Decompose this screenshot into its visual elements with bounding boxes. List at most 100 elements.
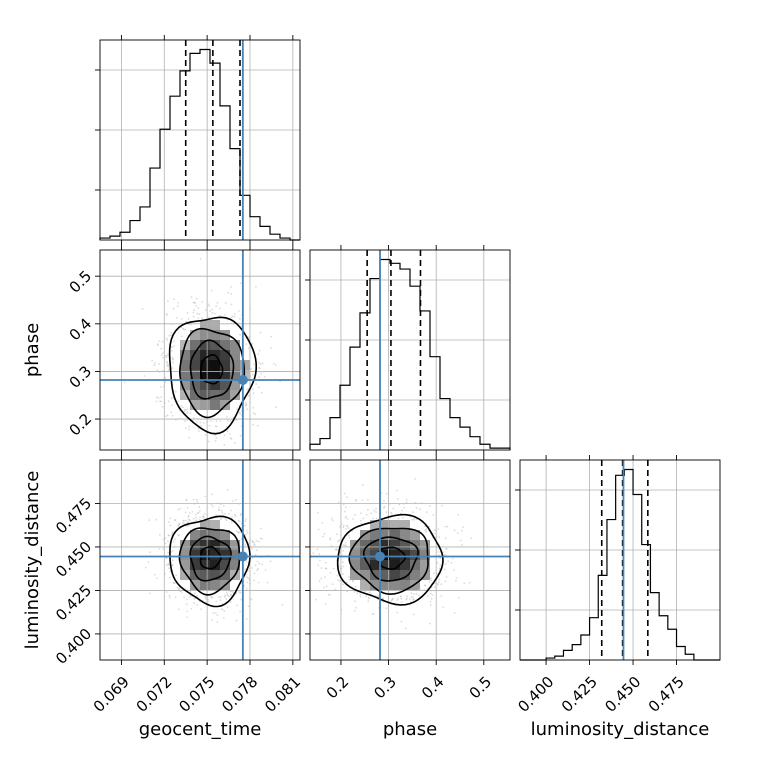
scatter-point — [184, 328, 187, 331]
scatter-point — [238, 503, 241, 505]
scatter-point — [225, 597, 228, 600]
scatter-point — [434, 586, 436, 588]
scatter-point — [257, 581, 260, 584]
density-cells — [180, 320, 250, 410]
scatter-point — [191, 511, 194, 513]
scatter-point — [438, 567, 441, 570]
scatter-point — [353, 610, 356, 612]
density-cell — [210, 330, 220, 340]
scatter-point — [204, 309, 207, 311]
scatter-point — [460, 529, 463, 532]
scatter-point — [247, 394, 250, 397]
scatter-point — [172, 559, 174, 562]
density-cell — [370, 520, 380, 530]
scatter-point — [214, 612, 217, 614]
scatter-point — [392, 507, 395, 510]
scatter-point — [246, 388, 249, 391]
scatter-point — [168, 576, 171, 579]
scatter-point — [321, 522, 324, 524]
scatter-point — [195, 498, 198, 501]
scatter-point — [224, 314, 227, 316]
scatter-point — [183, 596, 186, 599]
scatter-point — [412, 613, 415, 616]
density-cell — [410, 560, 420, 570]
scatter-point — [424, 584, 426, 587]
density-cell — [180, 390, 190, 400]
scatter-point — [228, 513, 230, 515]
scatter-point — [343, 492, 346, 495]
density-cell — [210, 380, 220, 390]
scatter-point — [338, 539, 341, 542]
scatter-point — [251, 342, 254, 345]
scatter-point — [391, 597, 394, 600]
density-cell — [210, 370, 220, 380]
scatter-point — [318, 553, 321, 555]
scatter-layer — [124, 250, 473, 630]
scatter-point — [219, 420, 222, 422]
scatter-point — [183, 522, 186, 525]
scatter-point — [249, 382, 252, 385]
scatter-point — [253, 579, 255, 582]
scatter-point — [210, 493, 213, 496]
scatter-point — [231, 590, 234, 593]
scatter-point — [238, 310, 240, 312]
scatter-point — [329, 594, 332, 596]
scatter-point — [361, 483, 364, 486]
scatter-point — [168, 334, 171, 337]
scatter-point — [172, 581, 175, 584]
scatter-point — [245, 560, 248, 563]
scatter-point — [178, 534, 181, 537]
scatter-point — [155, 400, 158, 403]
density-cell — [390, 570, 400, 580]
scatter-point — [455, 580, 457, 582]
scatter-point — [235, 499, 237, 501]
scatter-point — [158, 340, 160, 343]
scatter-point — [198, 518, 201, 521]
scatter-point — [252, 412, 255, 414]
scatter-point — [333, 588, 336, 591]
scatter-point — [182, 519, 185, 522]
scatter-point — [227, 419, 229, 422]
scatter-point — [345, 528, 347, 530]
scatter-point — [205, 598, 207, 600]
scatter-point — [338, 565, 341, 568]
density-cell — [390, 560, 400, 570]
scatter-point — [162, 385, 165, 388]
density-cell — [200, 340, 210, 350]
scatter-point — [230, 590, 232, 593]
scatter-point — [165, 313, 168, 315]
scatter-point — [435, 536, 437, 539]
scatter-point — [215, 420, 218, 422]
scatter-point — [209, 420, 212, 422]
scatter-point — [463, 582, 466, 585]
density-cell — [230, 380, 240, 390]
scatter-point — [249, 582, 252, 585]
scatter-point — [156, 343, 159, 346]
scatter-point — [396, 599, 399, 601]
scatter-point — [367, 600, 370, 603]
scatter-point — [256, 560, 259, 563]
density-cell — [220, 540, 230, 550]
scatter-point — [151, 359, 154, 362]
scatter-point — [252, 388, 254, 390]
scatter-point — [160, 400, 162, 403]
scatter-point — [158, 370, 161, 373]
scatter-point — [453, 612, 456, 614]
scatter-point — [167, 540, 169, 543]
x-tick-label: 0.425 — [558, 673, 601, 716]
density-cell — [200, 330, 210, 340]
scatter-point — [429, 592, 432, 595]
scatter-point — [319, 559, 321, 562]
scatter-point — [187, 518, 190, 521]
scatter-point — [149, 551, 152, 553]
scatter-point — [164, 355, 167, 358]
scatter-point — [243, 585, 246, 587]
scatter-point — [390, 600, 393, 602]
scatter-point — [177, 608, 180, 611]
scatter-point — [329, 571, 332, 574]
scatter-point — [320, 577, 323, 580]
scatter-point — [438, 554, 440, 556]
scatter-point — [406, 597, 408, 600]
density-cell — [180, 350, 190, 360]
density-cell — [350, 550, 360, 560]
